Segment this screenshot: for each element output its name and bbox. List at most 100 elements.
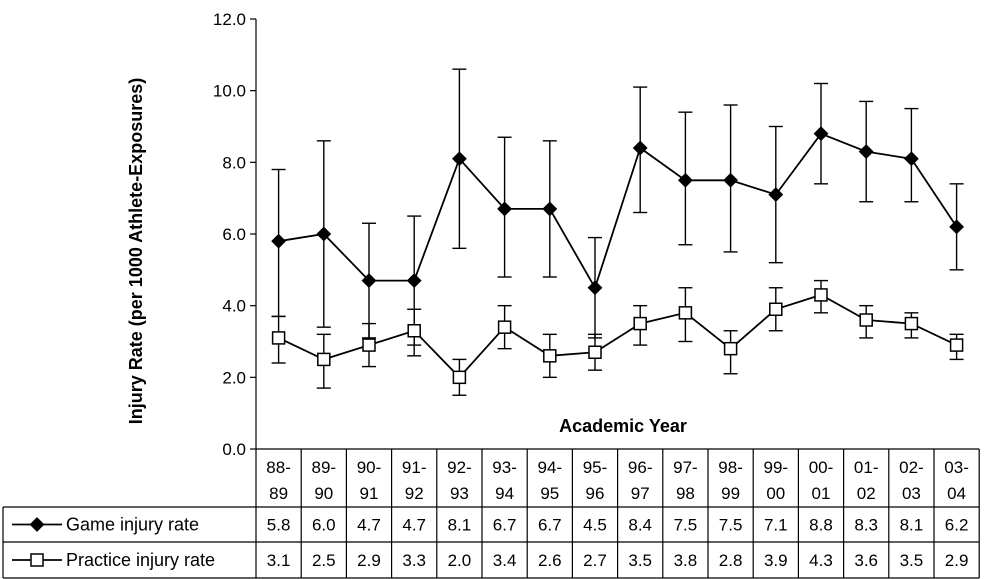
practice-point: [723, 341, 738, 356]
x-tick-label: 91-: [402, 458, 427, 477]
game-point: [723, 172, 739, 188]
game-point: [451, 151, 467, 167]
data-label: 6.7: [493, 516, 517, 535]
game-point: [316, 226, 332, 242]
y-tick-label: 10.0: [213, 82, 246, 101]
practice-point: [678, 306, 693, 320]
x-tick-label: 01-: [854, 458, 879, 477]
x-tick-label: 02-: [899, 458, 924, 477]
y-tick-label: 2.0: [222, 368, 246, 387]
x-axis-label: Academic Year: [559, 416, 687, 436]
data-label: 2.5: [312, 551, 336, 570]
data-label: 4.3: [809, 551, 833, 570]
data-label: 2.8: [719, 551, 743, 570]
x-tick-label: 90: [314, 484, 333, 503]
game-point: [949, 219, 965, 235]
data-label: 3.9: [764, 551, 788, 570]
data-label: 3.4: [493, 551, 517, 570]
practice-point: [407, 324, 421, 338]
game-point: [542, 201, 558, 217]
practice-point: [904, 316, 919, 331]
legend-practice-marker: [30, 553, 44, 567]
x-tick-label: 90-: [357, 458, 382, 477]
y-tick-label: 8.0: [222, 153, 246, 172]
practice-point: [362, 338, 376, 352]
data-label: 4.7: [357, 516, 381, 535]
practice-point: [949, 338, 964, 352]
data-label: 8.1: [900, 516, 924, 535]
y-tick-label: 4.0: [222, 297, 246, 316]
data-label: 4.7: [402, 516, 426, 535]
practice-point: [633, 316, 647, 331]
data-label: 3.5: [628, 551, 652, 570]
y-tick-label: 12.0: [213, 10, 246, 29]
x-tick-label: 03-: [944, 458, 969, 477]
data-table: 88- 89 89- 90 90- 91 91- 92 92- 93 93- 94 94- 95 95- 96…: [2, 449, 980, 579]
game-point: [406, 273, 422, 289]
x-tick-label: 04: [947, 484, 966, 503]
data-label: 2.9: [945, 551, 969, 570]
data-label: 3.8: [674, 551, 698, 570]
x-tick-label: 00-: [809, 458, 834, 477]
x-tick-label: 93-: [492, 458, 517, 477]
x-tick-label: 94: [495, 484, 514, 503]
game-point: [903, 151, 919, 167]
x-tick-label: 88-: [266, 458, 291, 477]
game-point: [587, 280, 603, 296]
x-tick-label: 93: [450, 484, 469, 503]
x-tick-label: 98-: [718, 458, 743, 477]
practice-point: [769, 302, 783, 316]
x-tick-label: 92-: [447, 458, 472, 477]
data-label: 8.1: [448, 516, 472, 535]
data-label: 8.8: [809, 516, 833, 535]
series-line-practice: [278, 293, 957, 379]
practice-point: [317, 352, 331, 367]
data-label: 3.6: [854, 551, 878, 570]
game-point: [271, 233, 287, 249]
y-axis-label: Injury Rate (per 1000 Athlete-Exposures): [126, 78, 146, 424]
practice-point: [588, 345, 602, 359]
legend-label: Practice injury rate: [66, 550, 215, 570]
game-point: [677, 172, 693, 188]
x-tick-label: 99-: [764, 458, 789, 477]
x-tick-label: 00: [766, 484, 785, 503]
x-tick-label: 94-: [538, 458, 563, 477]
data-label: 3.1: [267, 551, 291, 570]
game-point: [813, 126, 829, 142]
data-label: 5.8: [267, 516, 291, 535]
x-tick-label: 92: [405, 484, 424, 503]
data-label: 2.0: [448, 551, 472, 570]
x-tick-label: 01: [812, 484, 831, 503]
data-label: 4.5: [583, 516, 607, 535]
x-tick-label: 98: [676, 484, 695, 503]
game-point: [632, 140, 648, 156]
practice-point: [859, 313, 873, 327]
x-tick-label: 95-: [583, 458, 608, 477]
game-point: [768, 187, 784, 203]
data-label: 8.3: [854, 516, 878, 535]
x-tick-label: 89: [269, 484, 288, 503]
data-label: 2.6: [538, 551, 562, 570]
data-label: 7.5: [719, 516, 743, 535]
x-tick-label: 97: [631, 484, 650, 503]
practice-point: [814, 288, 828, 302]
x-tick-label: 02: [857, 484, 876, 503]
data-label: 3.5: [900, 551, 924, 570]
data-label: 6.0: [312, 516, 336, 535]
data-label: 6.7: [538, 516, 562, 535]
practice-point: [543, 349, 557, 363]
x-tick-label: 89-: [312, 458, 337, 477]
x-tick-label: 97-: [673, 458, 698, 477]
x-tick-label: 95: [540, 484, 559, 503]
series-line-game: [278, 132, 958, 291]
x-tick-label: 03: [902, 484, 921, 503]
x-tick-label: 99: [721, 484, 740, 503]
axes: [250, 18, 980, 450]
legend-game-marker: [29, 517, 45, 532]
data-label: 2.7: [583, 551, 607, 570]
legend-label: Game injury rate: [66, 515, 199, 535]
y-tick-label: 6.0: [222, 225, 246, 244]
game-point: [361, 273, 377, 289]
practice-point: [497, 320, 512, 334]
